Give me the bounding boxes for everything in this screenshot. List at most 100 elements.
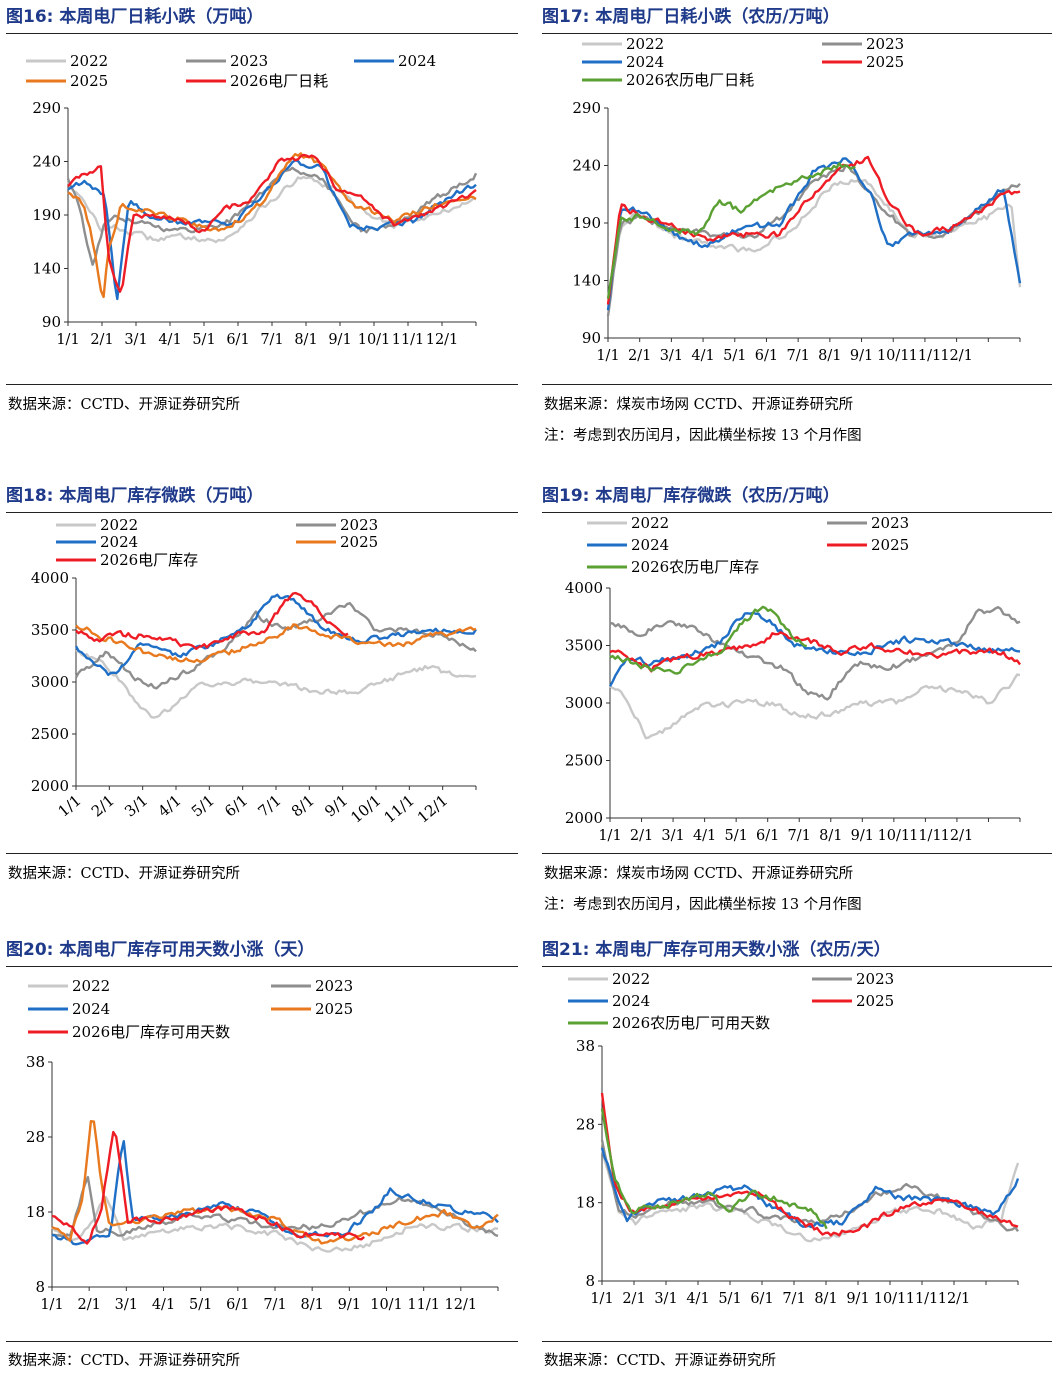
series-line-2024 xyxy=(608,611,1021,687)
source-note: 数据来源：CCTD、开源证券研究所 xyxy=(8,397,240,413)
y-tick-label: 140 xyxy=(572,272,601,290)
x-tick-label: 2/1 xyxy=(622,1291,645,1307)
x-tick-label: 8/1 xyxy=(300,1297,323,1313)
chart-daily-consumption: 290 240 190 140 90 1/1 2/1 3/1 4/1 5/1 6/1 7/1 8/1 9/… xyxy=(6,38,518,384)
chart-svg: 38 28 18 81/1 2/1 3/1 4/1 5/1 6/1 7/1 8/1 9/1 10/1 11… xyxy=(568,970,1020,1307)
x-tick-label: 9/1 xyxy=(850,348,873,364)
x-tick-label: 1/1 xyxy=(598,828,621,844)
x-tick-label: 4/1 xyxy=(691,348,714,364)
series-line-2023 xyxy=(606,164,1021,317)
y-tick-label: 240 xyxy=(572,157,601,175)
x-tick-label: 12/1 xyxy=(426,332,459,348)
chart-days-available-lunar: 38 28 18 8 1/1 2/1 3/1 4/1 5/1 6/1 7/1 8/1 9/1 10/1 11… xyxy=(542,970,1052,1341)
y-tick-label: 38 xyxy=(576,1037,595,1055)
x-tick-label: 5/1 xyxy=(192,332,215,348)
source-rule xyxy=(542,853,1052,854)
x-tick-label: 9/1 xyxy=(846,1291,869,1307)
footnote: 注：考虑到农历闰月，因此横坐标按 13 个月作图 xyxy=(544,897,862,913)
y-tick-label: 28 xyxy=(26,1128,45,1146)
series-line-2025 xyxy=(600,1092,1019,1237)
legend-label: 2026电厂日耗 xyxy=(230,72,328,90)
y-tick-label: 190 xyxy=(32,206,61,224)
legend-label: 2022 xyxy=(70,52,108,70)
legend-label: 2022 xyxy=(100,516,138,534)
x-tick-label: 1/1 xyxy=(596,348,619,364)
legend-label: 2025 xyxy=(70,72,108,90)
title-rule xyxy=(6,33,518,34)
series-line-2026 xyxy=(51,1130,365,1245)
source-rule xyxy=(542,1341,1052,1342)
x-tick-label: 8/1 xyxy=(288,791,318,820)
legend-label: 2026农历电厂日耗 xyxy=(626,71,754,89)
y-tick-label: 3000 xyxy=(31,673,69,691)
x-tick-label: 3/1 xyxy=(115,1297,138,1313)
x-tick-label: 7/1 xyxy=(260,332,283,348)
x-tick-label: 3/1 xyxy=(660,348,683,364)
x-tick-label: 5/1 xyxy=(724,828,747,844)
series-line-2022 xyxy=(609,673,1021,740)
legend-label: 2024 xyxy=(100,533,138,551)
x-tick-label: 4/1 xyxy=(155,791,185,820)
y-tick-label: 2500 xyxy=(31,725,69,743)
legend-label: 2023 xyxy=(230,52,268,70)
x-tick-label: 12/1 xyxy=(940,348,973,364)
legend-label: 2026农历电厂库存 xyxy=(631,558,759,576)
legend-label: 2025 xyxy=(866,53,904,71)
legend-label: 2022 xyxy=(612,970,650,988)
y-tick-label: 18 xyxy=(26,1203,45,1221)
x-tick-label: 12/1 xyxy=(414,791,451,826)
x-tick-label: 5/1 xyxy=(723,348,746,364)
x-tick-label: 6/1 xyxy=(756,828,779,844)
figure-title: 图17: 本周电厂日耗小跌（农历/万吨） xyxy=(542,7,840,27)
panel-f21: 图21: 本周电厂库存可用天数小涨（农历/天） 38 28 18 8 1/1 2/1 3/1… xyxy=(542,937,1052,1369)
source-rule xyxy=(6,853,518,854)
x-tick-label: 3/1 xyxy=(124,332,147,348)
series-line-2023 xyxy=(51,1175,499,1238)
y-tick-label: 3000 xyxy=(565,694,603,712)
x-tick-label: 2/1 xyxy=(88,791,118,820)
y-tick-label: 290 xyxy=(572,99,601,117)
x-tick-label: 11/1 xyxy=(909,828,942,844)
x-tick-label: 7/1 xyxy=(782,1291,805,1307)
y-tick-label: 8 xyxy=(585,1272,595,1290)
y-tick-label: 2000 xyxy=(31,777,69,795)
x-tick-label: 10/1 xyxy=(370,1297,403,1313)
x-tick-label: 6/1 xyxy=(226,332,249,348)
x-tick-label: 6/1 xyxy=(750,1291,773,1307)
legend-label: 2023 xyxy=(340,516,378,534)
series-line-2023 xyxy=(66,166,478,266)
chart-svg: 290 240 190 140 901/1 2/1 3/1 4/1 5/1 6/1 7/1 8/1 9/… xyxy=(26,52,478,348)
series-line-2026 xyxy=(606,162,856,299)
y-tick-label: 3500 xyxy=(565,637,603,655)
legend-label: 2026电厂库存 xyxy=(100,551,198,569)
y-tick-label: 140 xyxy=(32,260,61,278)
legend-label: 2024 xyxy=(398,52,436,70)
x-tick-label: 11/1 xyxy=(909,348,942,364)
x-tick-label: 6/1 xyxy=(226,1297,249,1313)
y-tick-label: 240 xyxy=(32,153,61,171)
chart-svg: 38 28 18 81/1 2/1 3/1 4/1 5/1 6/1 7/1 8/1 9/1 10/1 11… xyxy=(26,977,499,1313)
series-line-2025 xyxy=(75,623,477,664)
source-note: 数据来源：CCTD、开源证券研究所 xyxy=(8,866,240,882)
title-rule xyxy=(542,512,1052,513)
series-line-2023 xyxy=(74,602,477,690)
x-tick-label: 8/1 xyxy=(814,1291,837,1307)
y-tick-label: 4000 xyxy=(565,579,603,597)
x-tick-label: 11/1 xyxy=(392,332,425,348)
x-tick-label: 7/1 xyxy=(788,828,811,844)
x-tick-label: 10/1 xyxy=(358,332,391,348)
title-rule xyxy=(542,966,1052,967)
y-tick-label: 18 xyxy=(576,1194,595,1212)
series-line-2024 xyxy=(74,593,478,677)
x-tick-label: 1/1 xyxy=(590,1291,613,1307)
x-tick-label: 10/1 xyxy=(877,348,910,364)
series-line-2025 xyxy=(51,1120,499,1245)
series-line-2026 xyxy=(600,1108,828,1230)
y-tick-label: 90 xyxy=(42,313,61,331)
series-line-2023 xyxy=(609,606,1021,701)
source-rule xyxy=(6,384,518,385)
panel-f18: 图18: 本周电厂库存微跌（万吨） 4000 3500 3000 2500 2000 1/… xyxy=(6,483,518,903)
series-line-2025 xyxy=(67,152,477,299)
source-note: 数据来源：CCTD、开源证券研究所 xyxy=(544,1353,776,1369)
